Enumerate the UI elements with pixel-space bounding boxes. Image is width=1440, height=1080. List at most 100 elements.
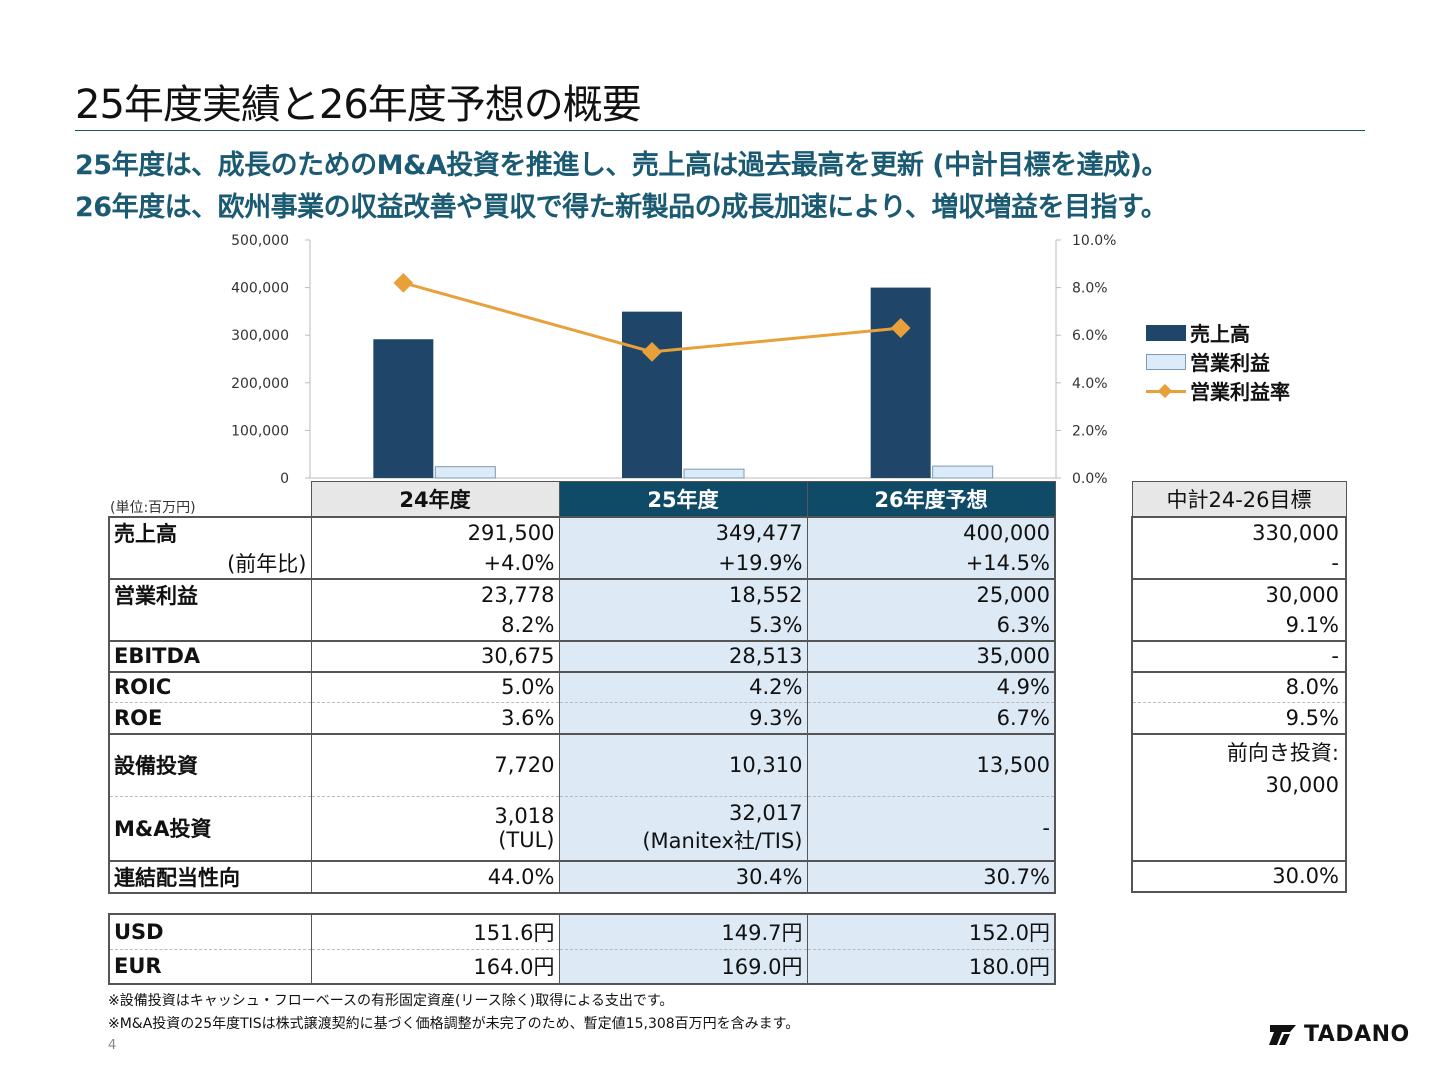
unit-note: (単位:百万円): [110, 500, 196, 516]
row-sales: 売上高 291,500 349,477 400,000: [108, 515, 1056, 548]
label-op-margin-blank: [108, 609, 311, 641]
ma-26: -: [806, 796, 1056, 861]
logo-text: TADANO: [1304, 1022, 1410, 1047]
label-op: 営業利益: [108, 577, 311, 610]
row-roic: ROIC 5.0% 4.2% 4.9%: [108, 670, 1056, 703]
target-roe: 9.5%: [1131, 702, 1347, 734]
row-ebitda: EBITDA 30,675 28,513 35,000: [108, 639, 1056, 672]
ma-24-note: (TUL): [498, 828, 555, 853]
sales-24: 291,500: [310, 515, 559, 548]
fx-table: USD 151.6円 149.7円 152.0円 EUR 164.0円 169.…: [108, 913, 1056, 985]
target-ebitda: -: [1131, 639, 1347, 672]
legend-label-op: 営業利益: [1190, 351, 1270, 375]
label-capex: 設備投資: [108, 732, 311, 797]
yoy-24: +4.0%: [310, 547, 559, 579]
company-logo: TADANO: [1268, 1022, 1410, 1047]
results-table: 24年度 25年度 26年度予想 売上高 291,500 349,477 400…: [108, 481, 1056, 894]
label-roic: ROIC: [108, 670, 311, 703]
usd-24: 151.6円: [310, 914, 559, 949]
y2-tick-label: 2.0%: [1072, 423, 1108, 439]
payout-24: 44.0%: [310, 859, 559, 894]
payout-25: 30.4%: [558, 859, 807, 894]
row-payout: 連結配当性向 44.0% 30.4% 30.7%: [108, 859, 1056, 894]
roic-26: 4.9%: [806, 670, 1056, 703]
target-sales: 330,000: [1131, 515, 1347, 548]
op-25: 18,552: [558, 577, 807, 610]
legend-item-sales: 売上高: [1146, 318, 1290, 347]
footnote-capex: ※設備投資はキャッシュ・フローベースの有形固定資産(リース除く)取得による支出で…: [108, 993, 674, 1009]
target-op: 30,000: [1131, 577, 1347, 610]
op-26: 25,000: [806, 577, 1056, 610]
roe-26: 6.7%: [806, 702, 1056, 734]
table-header-row: 24年度 25年度 26年度予想: [109, 481, 1056, 517]
y-tick-label: 400,000: [231, 281, 289, 297]
roic-25: 4.2%: [558, 670, 807, 703]
y2-tick-label: 10.0%: [1072, 233, 1116, 249]
op-24: 23,778: [310, 577, 559, 610]
header-24: 24年度: [310, 481, 560, 517]
op-margin-26: 6.3%: [806, 609, 1056, 641]
y2-tick-label: 6.0%: [1072, 328, 1108, 344]
page-number: 4: [108, 1038, 117, 1053]
header-26: 26年度予想: [806, 481, 1056, 517]
label-roe: ROE: [108, 702, 311, 734]
title-divider: [75, 130, 1365, 131]
label-eur: EUR: [108, 949, 311, 984]
legend-item-margin: 営業利益率: [1146, 376, 1290, 405]
ebitda-26: 35,000: [806, 639, 1056, 672]
y-tick-label: 200,000: [231, 376, 289, 392]
eur-24: 164.0円: [310, 949, 559, 984]
target-table: 中計24-26目標 330,000 - 30,000 9.1% - 8.0% 9…: [1131, 481, 1347, 893]
ma-25-note: (Manitex社/TIS): [642, 829, 803, 854]
ma-25-value: 32,017: [729, 801, 803, 826]
ma-24-value: 3,018: [494, 804, 555, 829]
eur-26: 180.0円: [806, 949, 1056, 984]
op-margin-24: 8.2%: [310, 609, 559, 641]
capex-24: 7,720: [310, 732, 559, 797]
line-margin: [402, 281, 901, 354]
legend-swatch-sales: [1146, 324, 1186, 341]
roic-24: 5.0%: [310, 670, 559, 703]
row-op: 営業利益 23,778 18,552 25,000: [108, 577, 1056, 610]
roe-25: 9.3%: [558, 702, 807, 734]
row-op-margin: 8.2% 5.3% 6.3%: [108, 609, 1056, 641]
label-ebitda: EBITDA: [108, 639, 311, 672]
y-tick-label: 500,000: [231, 233, 289, 249]
usd-25: 149.7円: [558, 914, 807, 949]
target-capex: 前向き投資: 30,000: [1131, 732, 1347, 861]
footnote-ma: ※M&A投資の25年度TISは株式譲渡契約に基づく価格調整が未完了のため、暫定値…: [108, 1016, 800, 1032]
row-ma: M&A投資 3,018 (TUL) 32,017 (Manitex社/TIS) …: [108, 796, 1056, 861]
row-usd: USD 151.6円 149.7円 152.0円: [108, 914, 1056, 949]
tadano-logo-icon: [1269, 1024, 1296, 1045]
target-op-margin: 9.1%: [1131, 609, 1347, 641]
target-roic: 8.0%: [1131, 670, 1347, 703]
point-margin: [393, 272, 414, 293]
eur-25: 169.0円: [558, 949, 807, 984]
target-payout: 30.0%: [1131, 859, 1347, 893]
bar-sales: [373, 339, 434, 478]
target-capex-label: 前向き投資:: [1226, 740, 1339, 765]
row-eur: EUR 164.0円 169.0円 180.0円: [108, 949, 1056, 984]
ma-24: 3,018 (TUL): [310, 796, 559, 861]
header-25: 25年度: [558, 481, 808, 517]
sales-26: 400,000: [806, 515, 1056, 548]
op-margin-25: 5.3%: [558, 609, 807, 641]
ma-25: 32,017 (Manitex社/TIS): [558, 796, 807, 861]
row-capex: 設備投資 7,720 10,310 13,500: [108, 732, 1056, 797]
legend-swatch-op: [1146, 353, 1186, 370]
point-margin: [890, 318, 911, 338]
y2-tick-label: 0.0%: [1072, 471, 1108, 487]
bar-op: [932, 465, 994, 479]
yoy-25: +19.9%: [558, 547, 807, 579]
legend-item-op: 営業利益: [1146, 347, 1290, 376]
headline-2: 26年度は、欧州事業の収益改善や買収で得た新製品の成長加速により、増収増益を目指…: [75, 192, 1168, 223]
y-tick-label: 100,000: [231, 423, 289, 439]
bar-op: [434, 466, 496, 479]
y-tick-label: 300,000: [231, 328, 289, 344]
target-capex-value: 30,000: [1265, 772, 1339, 797]
target-sales-yoy: -: [1131, 547, 1347, 579]
headline-1: 25年度は、成長のためのM&A投資を推進し、売上高は過去最高を更新 (中計目標を…: [75, 150, 1168, 181]
label-sales: 売上高: [108, 515, 311, 548]
legend-swatch-margin: [1146, 383, 1186, 399]
bar-sales: [622, 311, 682, 478]
